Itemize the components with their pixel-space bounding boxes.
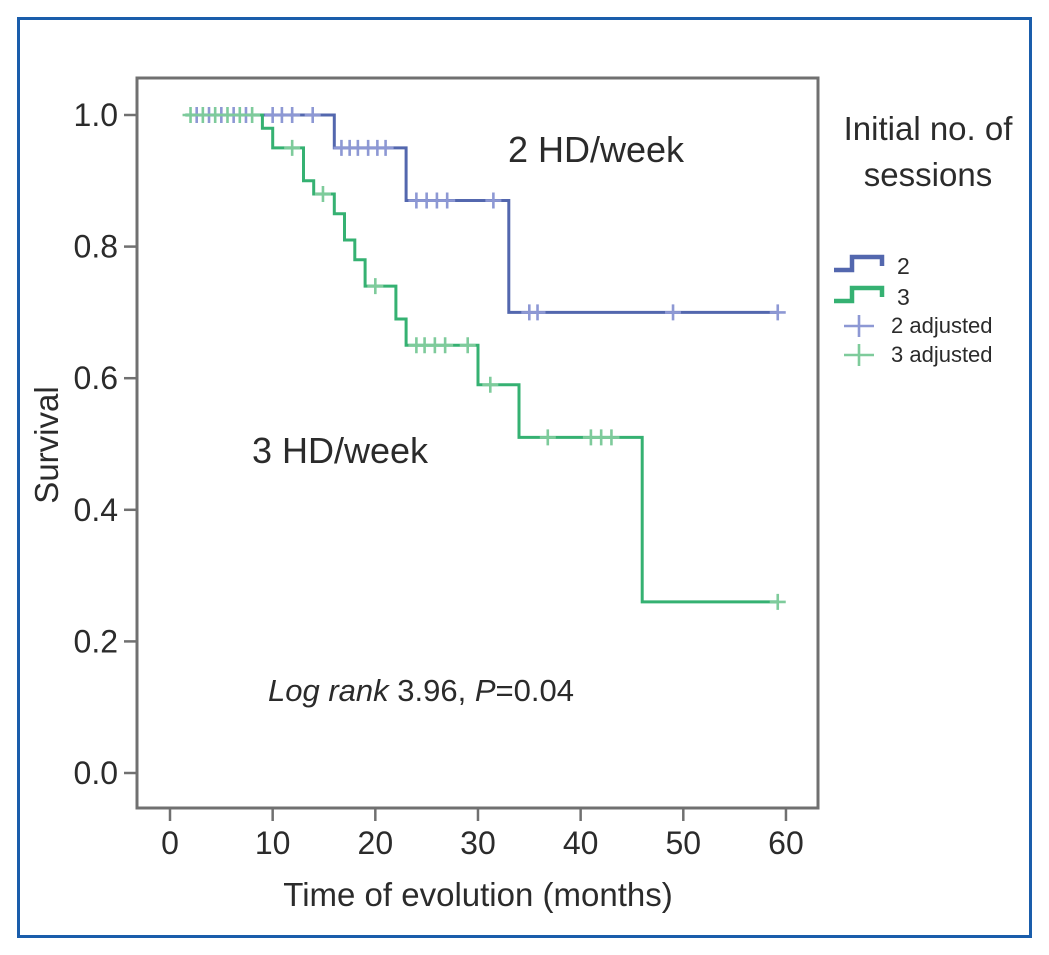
censor-plus-icon: [665, 304, 682, 321]
censor-plus-icon: [603, 429, 620, 446]
legend-step-line-icon: [834, 254, 885, 273]
legend-step-line-icon: [834, 285, 885, 304]
censor-plus-icon: [485, 192, 502, 209]
p-symbol: P: [475, 673, 496, 708]
x-axis-tick-label: 60: [768, 825, 804, 861]
censor-plus-icon: [284, 107, 301, 123]
censor-plus-icon: [244, 107, 261, 123]
legend-entry-label: 3 adjusted: [891, 342, 993, 367]
y-axis-title: Survival: [28, 386, 65, 503]
censor-plus-icon: [439, 192, 456, 209]
p-value: =0.04: [496, 673, 574, 708]
censor-marks-2: [188, 107, 786, 321]
logrank-statistic: 3.96,: [397, 673, 475, 708]
legend-entry-label: 2 adjusted: [891, 313, 993, 338]
censor-plus-icon: [377, 139, 394, 156]
censor-plus-icon: [314, 185, 331, 202]
censor-plus-icon: [769, 593, 786, 610]
x-axis-tick-label: 20: [358, 825, 394, 861]
legend-entry-label: 3: [897, 284, 910, 310]
x-axis-tick-label: 10: [255, 825, 291, 861]
x-axis-tick-label: 0: [161, 825, 179, 861]
y-axis-tick-label: 0.8: [74, 229, 118, 265]
censor-plus-icon: [437, 337, 454, 354]
logrank-label: Log rank: [268, 673, 397, 708]
censor-plus-icon: [304, 107, 321, 123]
x-axis-tick-label: 40: [563, 825, 599, 861]
curve-label-2hd-week: 2 HD/week: [508, 129, 685, 170]
censor-plus-icon: [284, 139, 301, 156]
curve-label-3hd-week: 3 HD/week: [252, 430, 429, 471]
censor-plus-icon: [529, 304, 546, 321]
y-axis-tick-label: 0.2: [74, 623, 118, 659]
legend: 2 3 2 adjusted 3 adjusted: [834, 253, 993, 367]
survival-curve-2: [185, 113, 779, 314]
censor-marks-3: [182, 107, 786, 610]
censor-plus-icon: [769, 304, 786, 321]
logrank-annotation: Log rank 3.96, P=0.04: [268, 673, 574, 708]
censor-plus-icon: [482, 376, 499, 393]
legend-plus-icon: [844, 315, 874, 337]
x-axis-tick-label: 50: [666, 825, 702, 861]
y-axis-tick-label: 1.0: [74, 97, 118, 133]
y-axis-tick-label: 0.0: [74, 755, 118, 791]
plot-area: 0 10 20 30 40 50 60 0.0 0.2 0.4 0.6 0.8 1.0: [74, 76, 820, 861]
censor-plus-icon: [539, 429, 556, 446]
figure-border: [17, 17, 1032, 938]
x-axis-title: Time of evolution (months): [283, 876, 672, 913]
y-axis-tick-label: 0.4: [74, 492, 118, 528]
censor-plus-icon: [459, 337, 476, 354]
survival-curve-3: [185, 113, 779, 604]
x-axis-tick-label: 30: [460, 825, 496, 861]
legend-entry-label: 2: [897, 253, 910, 279]
legend-plus-icon: [844, 344, 874, 366]
censor-plus-icon: [367, 278, 384, 295]
y-axis-tick-label: 0.6: [74, 360, 118, 396]
legend-title-line1: Initial no. of: [844, 110, 1014, 147]
legend-title-line2: sessions: [864, 156, 992, 193]
